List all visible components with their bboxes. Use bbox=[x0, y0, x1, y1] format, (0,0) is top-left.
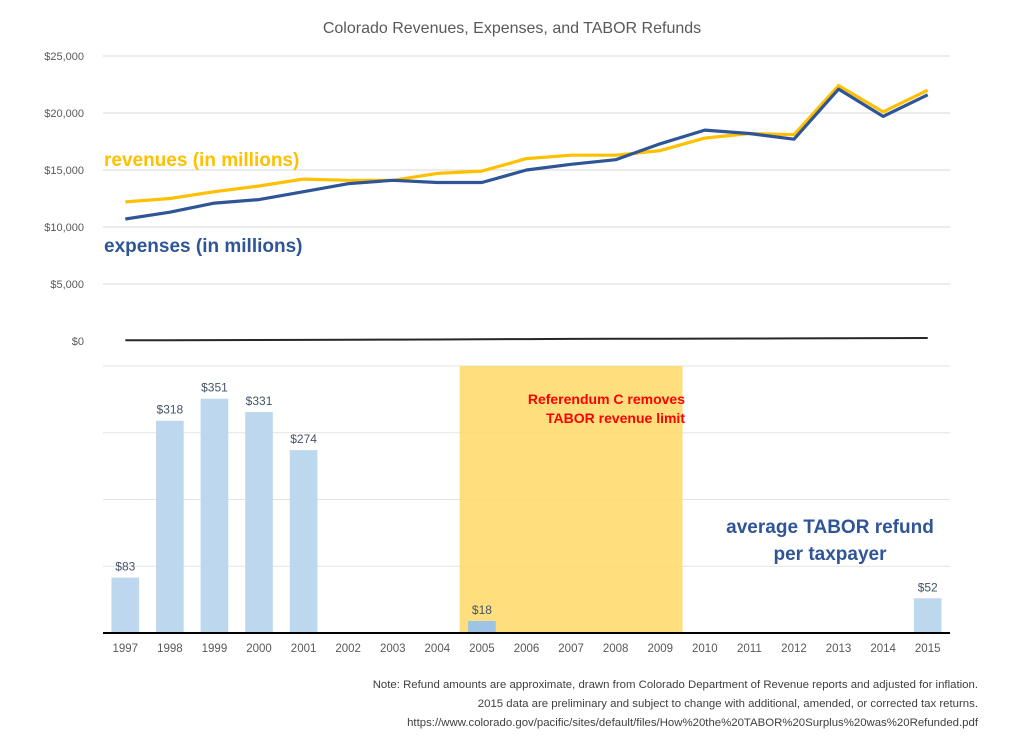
revenues-line bbox=[125, 83, 929, 204]
y-tick-label: $25,000 bbox=[44, 51, 84, 63]
y-tick-label: $20,000 bbox=[44, 108, 84, 120]
refund-bar-label: $18 bbox=[472, 603, 492, 617]
referendum-annotation-line1: Referendum C removes bbox=[528, 391, 685, 407]
refund-series-label-line1: average TABOR refund bbox=[726, 517, 934, 538]
refund-bar-labels: $83 $318 $351 $331 $274 $18 $52 bbox=[115, 381, 938, 617]
x-tick-label: 1999 bbox=[202, 643, 228, 655]
chart-title: Colorado Revenues, Expenses, and TABOR R… bbox=[323, 20, 701, 37]
source-note: Note: Refund amounts are approximate, dr… bbox=[373, 676, 978, 733]
x-tick-label: 2007 bbox=[558, 643, 584, 655]
refund-bar bbox=[245, 412, 273, 633]
y-tick-label: $15,000 bbox=[44, 165, 84, 177]
refund-bar-label: $52 bbox=[918, 580, 938, 594]
refund-bar-label: $331 bbox=[246, 394, 273, 408]
x-axis-year-labels: 1997 1998 1999 2000 2001 2002 2003 2004 2005 2006… bbox=[112, 643, 940, 655]
refund-bar-label: $318 bbox=[157, 403, 184, 417]
x-tick-label: 2002 bbox=[335, 643, 361, 655]
note-line-3-source-url: https://www.colorado.gov/pacific/sites/d… bbox=[407, 717, 978, 729]
revenues-series-label: revenues (in millions) bbox=[104, 150, 299, 171]
referendum-annotation-line2: TABOR revenue limit bbox=[546, 410, 685, 426]
x-tick-label: 2006 bbox=[514, 643, 540, 655]
x-tick-label: 1998 bbox=[157, 643, 183, 655]
refund-bar-label: $83 bbox=[115, 560, 135, 574]
y-tick-label: $0 bbox=[72, 336, 84, 348]
x-tick-label: 1997 bbox=[112, 643, 138, 655]
x-tick-label: 2000 bbox=[246, 643, 272, 655]
referendum-c-shaded-period bbox=[459, 366, 683, 633]
y-tick-label: $10,000 bbox=[44, 222, 84, 234]
baseline-line bbox=[125, 337, 928, 342]
refund-bars bbox=[111, 398, 942, 633]
refund-bar bbox=[289, 450, 318, 633]
refund-bar bbox=[200, 398, 229, 633]
note-line-2: 2015 data are preliminary and subject to… bbox=[477, 698, 978, 710]
line-chart-y-axis: $0 $5,000 $10,000 $15,000 $20,000 $25,000 bbox=[44, 51, 84, 348]
expenses-line bbox=[125, 87, 929, 221]
x-tick-label: 2008 bbox=[603, 643, 629, 655]
x-tick-label: 2003 bbox=[380, 643, 406, 655]
refund-bar bbox=[111, 577, 140, 633]
expenses-series-label: expenses (in millions) bbox=[104, 236, 303, 257]
x-tick-label: 2004 bbox=[425, 643, 451, 655]
x-tick-label: 2005 bbox=[469, 643, 495, 655]
refund-bar bbox=[156, 420, 184, 633]
refund-bar bbox=[913, 598, 942, 633]
x-tick-label: 2014 bbox=[870, 643, 896, 655]
line-series bbox=[125, 83, 929, 342]
refund-bar bbox=[468, 620, 496, 633]
note-line-1: Note: Refund amounts are approximate, dr… bbox=[372, 679, 978, 691]
refund-series-label-line2: per taxpayer bbox=[773, 544, 887, 565]
x-tick-label: 2009 bbox=[647, 643, 673, 655]
x-tick-label: 2001 bbox=[291, 643, 317, 655]
y-tick-label: $5,000 bbox=[50, 279, 84, 291]
refund-bar-label: $351 bbox=[201, 381, 228, 395]
refund-bar-label: $274 bbox=[290, 432, 317, 446]
x-tick-label: 2011 bbox=[737, 643, 762, 655]
x-tick-label: 2012 bbox=[781, 643, 807, 655]
x-tick-label: 2013 bbox=[826, 643, 852, 655]
x-tick-label: 2010 bbox=[692, 643, 718, 655]
x-tick-label: 2015 bbox=[915, 643, 941, 655]
